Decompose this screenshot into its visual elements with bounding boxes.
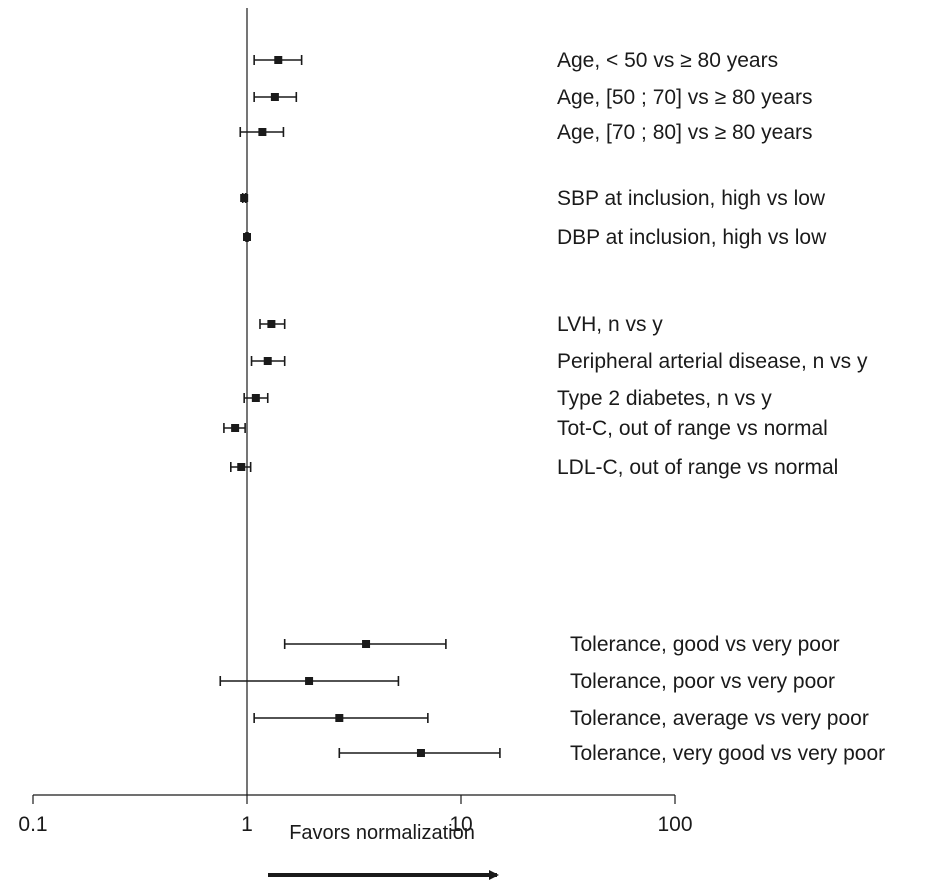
row-label: Tolerance, good vs very poor xyxy=(570,633,840,656)
point-estimate xyxy=(305,677,314,685)
row-label: Tolerance, very good vs very poor xyxy=(570,742,885,765)
point-estimate xyxy=(362,640,371,648)
x-tick-label: 10 xyxy=(449,813,472,836)
x-tick-label: 0.1 xyxy=(18,813,47,836)
row-label: Tolerance, poor vs very poor xyxy=(570,670,835,693)
point-estimate xyxy=(258,128,267,136)
row-label: LVH, n vs y xyxy=(557,313,663,336)
row-label: Peripheral arterial disease, n vs y xyxy=(557,350,868,373)
row-label: Age, [70 ; 80] vs ≥ 80 years xyxy=(557,121,813,144)
point-estimate xyxy=(267,320,276,328)
point-estimate xyxy=(335,714,344,722)
row-label: DBP at inclusion, high vs low xyxy=(557,226,827,249)
point-estimate xyxy=(240,194,249,202)
row-label: Tot-C, out of range vs normal xyxy=(557,417,828,440)
row-label: LDL-C, out of range vs normal xyxy=(557,456,838,479)
point-estimate xyxy=(251,394,260,402)
point-estimate xyxy=(243,233,251,241)
point-estimate xyxy=(416,749,425,757)
row-label: Tolerance, average vs very poor xyxy=(570,707,869,730)
row-label: Age, < 50 vs ≥ 80 years xyxy=(557,49,778,72)
row-label: Age, [50 ; 70] vs ≥ 80 years xyxy=(557,86,813,109)
point-estimate xyxy=(237,463,246,471)
x-tick-label: 100 xyxy=(657,813,692,836)
point-estimate xyxy=(270,93,279,101)
row-label: SBP at inclusion, high vs low xyxy=(557,187,826,210)
row-label: Type 2 diabetes, n vs y xyxy=(557,387,772,410)
x-tick-label: 1 xyxy=(241,813,253,836)
point-estimate xyxy=(231,424,240,432)
x-axis-label: Favors normalization xyxy=(289,822,475,844)
point-estimate xyxy=(274,56,283,64)
point-estimate xyxy=(263,357,272,365)
